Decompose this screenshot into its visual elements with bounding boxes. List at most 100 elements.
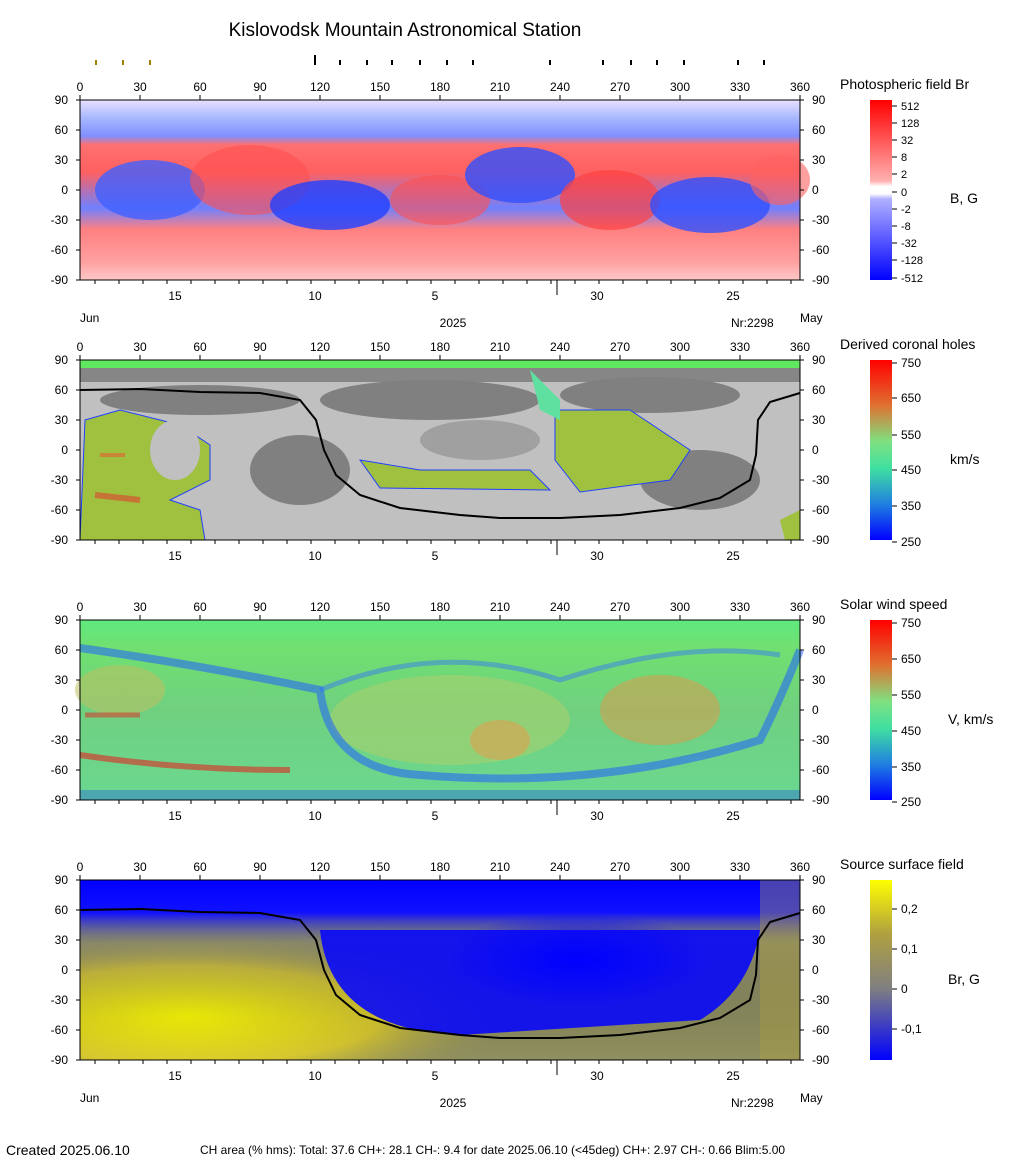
y-tick-label-right: 0 bbox=[812, 963, 819, 977]
x-tick-label: 300 bbox=[670, 80, 690, 94]
source-surface-map bbox=[80, 880, 800, 1060]
x-tick-label: 360 bbox=[790, 600, 810, 614]
carrington-number: Nr:2298 bbox=[731, 1096, 774, 1110]
y-tick-label-right: -30 bbox=[812, 733, 830, 747]
y-tick-label-right: 60 bbox=[812, 123, 826, 137]
x-tick-label: 150 bbox=[370, 860, 390, 874]
y-tick-label-left: 60 bbox=[55, 123, 69, 137]
y-tick-label-left: -30 bbox=[51, 473, 69, 487]
y-tick-label-right: -60 bbox=[812, 763, 830, 777]
x-tick-label: 120 bbox=[310, 340, 330, 354]
x-tick-label: 60 bbox=[193, 340, 207, 354]
year-label: 2025 bbox=[440, 1096, 467, 1110]
x-tick-label: 180 bbox=[430, 860, 450, 874]
neutral-line-source-surface bbox=[79, 907, 801, 1039]
colorbar-tick-label: 0,2 bbox=[901, 902, 918, 916]
carrington-number: Nr:2298 bbox=[731, 316, 774, 330]
y-tick-label-right: 60 bbox=[812, 383, 826, 397]
colorbar-tick-label: 750 bbox=[901, 616, 921, 630]
coronal-holes-title: Derived coronal holes bbox=[840, 336, 976, 352]
x-tick-label: 360 bbox=[790, 340, 810, 354]
colorbar-tick-label: 512 bbox=[901, 101, 919, 113]
colorbar-tick-label: 750 bbox=[901, 356, 921, 370]
created-date: Created 2025.06.10 bbox=[6, 1142, 130, 1158]
x-tick-label: 240 bbox=[550, 340, 570, 354]
y-tick-label-right: 30 bbox=[812, 673, 826, 687]
x-tick-label: 30 bbox=[133, 600, 147, 614]
y-tick-label-right: -30 bbox=[812, 993, 830, 1007]
colorbar-tick-label: 32 bbox=[901, 135, 913, 147]
x-tick-label: 90 bbox=[253, 600, 267, 614]
y-tick-label-left: -90 bbox=[51, 1053, 69, 1067]
y-tick-label-left: 60 bbox=[55, 643, 69, 657]
y-tick-label-left: 60 bbox=[55, 903, 69, 917]
colorbar-tick-label: 0 bbox=[901, 982, 908, 996]
y-tick-label-right: 0 bbox=[812, 703, 819, 717]
date-tick-label: 10 bbox=[308, 1069, 322, 1083]
y-tick-label-right: -30 bbox=[812, 213, 830, 227]
date-tick-label: 5 bbox=[432, 809, 439, 823]
x-tick-label: 30 bbox=[133, 80, 147, 94]
x-tick-label: 60 bbox=[193, 860, 207, 874]
x-tick-label: 90 bbox=[253, 80, 267, 94]
date-tick-label: 15 bbox=[168, 809, 182, 823]
x-tick-label: 0 bbox=[77, 340, 84, 354]
date-tick-label: 15 bbox=[168, 1069, 182, 1083]
x-tick-label: 300 bbox=[670, 600, 690, 614]
date-tick-label: 30 bbox=[590, 289, 604, 303]
x-tick-label: 360 bbox=[790, 860, 810, 874]
x-tick-label: 120 bbox=[310, 600, 330, 614]
y-tick-label-right: 30 bbox=[812, 413, 826, 427]
x-tick-label: 210 bbox=[490, 600, 510, 614]
y-tick-label-right: 0 bbox=[812, 183, 819, 197]
colorbar-solar-wind bbox=[870, 620, 892, 800]
date-tick-label: 25 bbox=[726, 549, 740, 563]
x-tick-label: 150 bbox=[370, 80, 390, 94]
x-tick-label: 330 bbox=[730, 80, 750, 94]
date-tick-label: 10 bbox=[308, 549, 322, 563]
y-tick-label-left: -60 bbox=[51, 763, 69, 777]
y-tick-label-left: -30 bbox=[51, 733, 69, 747]
solar-wind-title: Solar wind speed bbox=[840, 596, 948, 612]
y-tick-label-left: 0 bbox=[61, 963, 68, 977]
photospheric-title: Photospheric field Br bbox=[840, 76, 970, 92]
colorbar-tick-label: -2 bbox=[901, 204, 911, 216]
y-tick-label-right: 90 bbox=[812, 613, 826, 627]
colorbar-tick-label: -8 bbox=[901, 221, 911, 233]
colorbar-tick-label: -0,1 bbox=[901, 1022, 922, 1036]
y-tick-label-left: -30 bbox=[51, 213, 69, 227]
date-tick-label: 10 bbox=[308, 289, 322, 303]
colorbar-tick-label: 0 bbox=[901, 187, 907, 199]
y-tick-label-right: -30 bbox=[812, 473, 830, 487]
date-tick-label: 30 bbox=[590, 1069, 604, 1083]
y-tick-label-left: 90 bbox=[55, 873, 69, 887]
x-tick-label: 30 bbox=[133, 860, 147, 874]
y-tick-label-right: 30 bbox=[812, 153, 826, 167]
y-tick-label-left: 30 bbox=[55, 153, 69, 167]
colorbar-tick-label: 350 bbox=[901, 499, 921, 513]
x-tick-label: 180 bbox=[430, 80, 450, 94]
x-tick-label: 300 bbox=[670, 340, 690, 354]
y-tick-label-left: 90 bbox=[55, 93, 69, 107]
date-right-label: May bbox=[800, 311, 823, 325]
source-surface-title: Source surface field bbox=[840, 856, 964, 872]
x-tick-label: 210 bbox=[490, 340, 510, 354]
colorbar-tick-label: 650 bbox=[901, 652, 921, 666]
y-tick-label-left: -60 bbox=[51, 243, 69, 257]
y-tick-label-left: 0 bbox=[61, 443, 68, 457]
x-tick-label: 120 bbox=[310, 80, 330, 94]
y-tick-label-right: -90 bbox=[812, 533, 830, 547]
colorbar-source-surface bbox=[870, 880, 892, 1060]
year-label: 2025 bbox=[440, 316, 467, 330]
solar-wind-unit: V, km/s bbox=[948, 711, 994, 727]
x-tick-label: 90 bbox=[253, 340, 267, 354]
colorbar-tick-label: 450 bbox=[901, 463, 921, 477]
date-tick-label: 25 bbox=[726, 289, 740, 303]
y-tick-label-left: 0 bbox=[61, 703, 68, 717]
y-tick-label-left: 60 bbox=[55, 383, 69, 397]
colorbar-tick-label: 128 bbox=[901, 118, 919, 130]
date-tick-label: 5 bbox=[432, 1069, 439, 1083]
x-tick-label: 180 bbox=[430, 340, 450, 354]
x-tick-label: 60 bbox=[193, 80, 207, 94]
